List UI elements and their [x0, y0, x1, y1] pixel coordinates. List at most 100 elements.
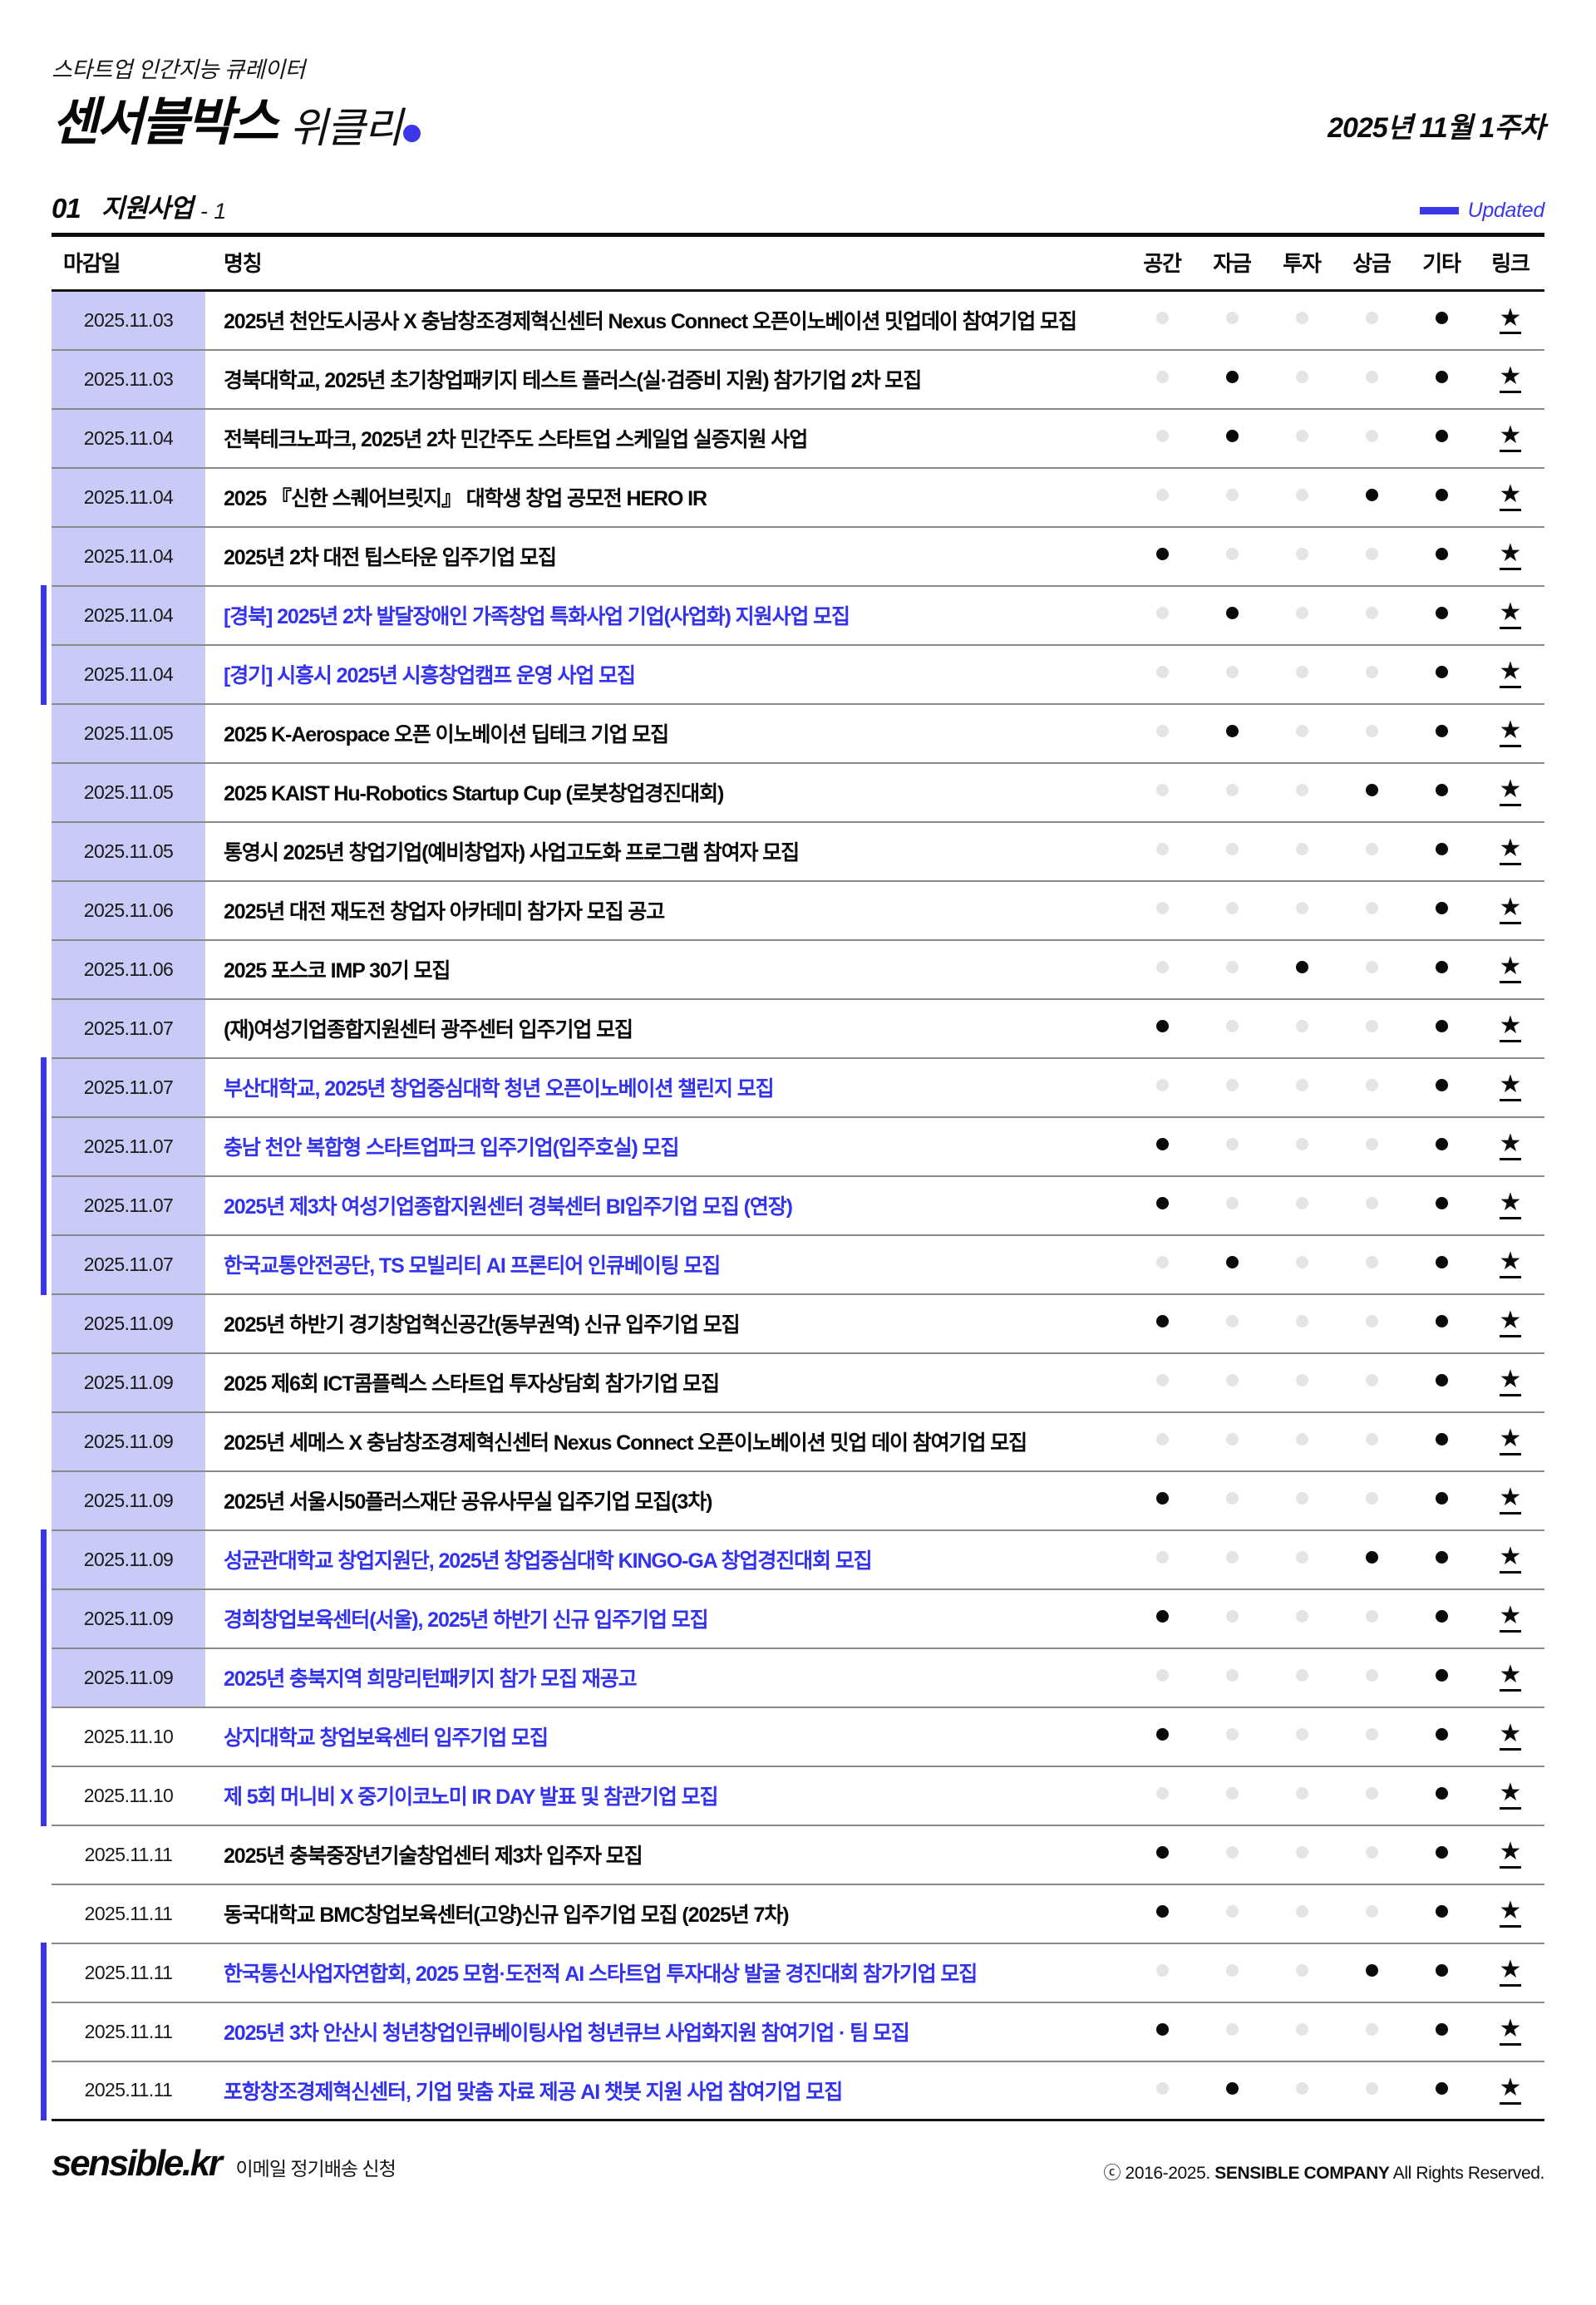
row-title[interactable]: 성균관대학교 창업지원단, 2025년 창업중심대학 KINGO-GA 창업경진…: [224, 1549, 873, 1573]
row-title[interactable]: 통영시 2025년 창업기업(예비창업자) 사업고도화 프로그램 참여자 모집: [224, 841, 800, 864]
row-title[interactable]: 경희창업보육센터(서울), 2025년 하반기 신규 입주기업 모집: [224, 1608, 709, 1632]
star-icon[interactable]: ★: [1499, 600, 1522, 629]
row-link[interactable]: ★: [1476, 1176, 1544, 1235]
row-title[interactable]: 동국대학교 BMC창업보육센터(고양)신규 입주기업 모집 (2025년 7차): [224, 1904, 790, 1927]
row-link[interactable]: ★: [1476, 1471, 1544, 1530]
row-link[interactable]: ★: [1476, 1825, 1544, 1884]
row-title[interactable]: 2025년 3차 안산시 청년창업인큐베이팅사업 청년큐브 사업화지원 참여기업…: [224, 2022, 910, 2045]
star-icon[interactable]: ★: [1499, 1780, 1522, 1810]
row-title[interactable]: 2025년 세메스 X 충남창조경제혁신센터 Nexus Connect 오픈이…: [224, 1431, 1027, 1455]
star-icon[interactable]: ★: [1499, 718, 1522, 747]
star-icon[interactable]: ★: [1499, 2017, 1522, 2046]
row-link[interactable]: ★: [1476, 1412, 1544, 1471]
row-link[interactable]: ★: [1476, 881, 1544, 940]
row-link[interactable]: ★: [1476, 409, 1544, 468]
star-icon[interactable]: ★: [1499, 541, 1522, 570]
row-link[interactable]: ★: [1476, 704, 1544, 763]
star-icon[interactable]: ★: [1499, 1899, 1522, 1928]
row-link[interactable]: ★: [1476, 1294, 1544, 1353]
star-icon[interactable]: ★: [1499, 482, 1522, 511]
row-title[interactable]: 2025년 하반기 경기창업혁신공간(동부권역) 신규 입주기업 모집: [224, 1313, 741, 1337]
row-title[interactable]: 2025년 2차 대전 팁스타운 입주기업 모집: [224, 546, 557, 569]
star-icon[interactable]: ★: [1499, 1544, 1522, 1574]
row-title[interactable]: 2025년 충북지역 희망리턴패키지 참가 모집 재공고: [224, 1667, 638, 1691]
row-title[interactable]: 상지대학교 창업보육센터 입주기업 모집: [224, 1726, 549, 1750]
star-icon[interactable]: ★: [1499, 1603, 1522, 1633]
row-title[interactable]: 충남 천안 복합형 스타트업파크 입주기업(입주호실) 모집: [224, 1136, 679, 1160]
table-row: 2025.11.04 2025년 2차 대전 팁스타운 입주기업 모집 ★: [52, 526, 1544, 586]
row-link[interactable]: ★: [1476, 999, 1544, 1058]
star-icon[interactable]: ★: [1499, 777, 1522, 806]
row-link[interactable]: ★: [1476, 350, 1544, 409]
row-link[interactable]: ★: [1476, 1943, 1544, 2002]
row-link[interactable]: ★: [1476, 1884, 1544, 1943]
row-link[interactable]: ★: [1476, 527, 1544, 586]
star-icon[interactable]: ★: [1499, 954, 1522, 983]
star-icon[interactable]: ★: [1499, 1131, 1522, 1160]
star-icon[interactable]: ★: [1499, 1958, 1522, 1987]
row-link[interactable]: ★: [1476, 2002, 1544, 2061]
row-link[interactable]: ★: [1476, 2061, 1544, 2120]
star-icon[interactable]: ★: [1499, 305, 1522, 334]
star-icon[interactable]: ★: [1499, 1367, 1522, 1396]
row-link[interactable]: ★: [1476, 645, 1544, 704]
row-link[interactable]: ★: [1476, 763, 1544, 822]
star-icon[interactable]: ★: [1499, 423, 1522, 452]
row-deadline: 2025.11.05: [52, 703, 205, 763]
row-link[interactable]: ★: [1476, 1530, 1544, 1589]
star-icon[interactable]: ★: [1499, 1190, 1522, 1219]
row-title[interactable]: 부산대학교, 2025년 창업중심대학 청년 오픈이노베이션 챌린지 모집: [224, 1077, 775, 1101]
star-icon[interactable]: ★: [1499, 1013, 1522, 1042]
row-title[interactable]: 전북테크노파크, 2025년 2차 민간주도 스타트업 스케일업 실증지원 사업: [224, 428, 808, 451]
dot-empty-icon: [1365, 548, 1378, 560]
row-link[interactable]: ★: [1476, 1766, 1544, 1825]
row-title[interactable]: 2025 『신한 스퀘어브릿지』 대학생 창업 공모전 HERO IR: [224, 487, 707, 510]
star-icon[interactable]: ★: [1499, 1840, 1522, 1869]
star-icon[interactable]: ★: [1499, 1308, 1522, 1337]
row-title[interactable]: 2025 K-Aerospace 오픈 이노베이션 딥테크 기업 모집: [224, 723, 669, 746]
row-title[interactable]: [경기] 시흥시 2025년 시흥창업캠프 운영 사업 모집: [224, 664, 636, 687]
row-title[interactable]: 2025년 천안도시공사 X 충남창조경제혁신센터 Nexus Connect …: [224, 310, 1077, 334]
row-link[interactable]: ★: [1476, 1235, 1544, 1294]
table-row: 2025.11.10 제 5회 머니비 X 중기이코노미 IR DAY 발표 및 …: [41, 1764, 1544, 1825]
row-link[interactable]: ★: [1476, 1707, 1544, 1766]
row-title[interactable]: 2025 포스코 IMP 30기 모집: [224, 959, 451, 983]
row-link[interactable]: ★: [1476, 586, 1544, 645]
row-title[interactable]: [경북] 2025년 2차 발달장애인 가족창업 특화사업 기업(사업화) 지원…: [224, 605, 850, 628]
row-link[interactable]: ★: [1476, 468, 1544, 527]
star-icon[interactable]: ★: [1499, 1662, 1522, 1692]
row-title[interactable]: 2025년 충북중장년기술창업센터 제3차 입주자 모집: [224, 1844, 643, 1868]
row-link[interactable]: ★: [1476, 940, 1544, 999]
row-link[interactable]: ★: [1476, 822, 1544, 881]
row-link[interactable]: ★: [1476, 1058, 1544, 1117]
star-icon[interactable]: ★: [1499, 659, 1522, 688]
row-title[interactable]: 제 5회 머니비 X 중기이코노미 IR DAY 발표 및 참관기업 모집: [224, 1785, 718, 1809]
row-title[interactable]: 2025년 제3차 여성기업종합지원센터 경북센터 BI입주기업 모집 (연장): [224, 1195, 793, 1219]
star-icon[interactable]: ★: [1499, 1249, 1522, 1278]
row-link[interactable]: ★: [1476, 291, 1544, 350]
row-link[interactable]: ★: [1476, 1353, 1544, 1412]
row-title[interactable]: 2025년 대전 재도전 창업자 아카데미 참가자 모집 공고: [224, 900, 665, 923]
row-title[interactable]: 한국교통안전공단, TS 모빌리티 AI 프론티어 인큐베이팅 모집: [224, 1254, 721, 1278]
row-title[interactable]: 2025년 서울시50플러스재단 공유사무실 입주기업 모집(3차): [224, 1490, 712, 1514]
row-title[interactable]: 2025 KAIST Hu-Robotics Startup Cup (로봇창업…: [224, 782, 724, 805]
star-icon[interactable]: ★: [1499, 836, 1522, 865]
star-icon[interactable]: ★: [1499, 1072, 1522, 1101]
star-icon[interactable]: ★: [1499, 1485, 1522, 1515]
row-link[interactable]: ★: [1476, 1117, 1544, 1176]
subscribe-cta[interactable]: 이메일 정기배송 신청: [235, 2158, 397, 2179]
row-title[interactable]: 한국통신사업자연합회, 2025 모험·도전적 AI 스타트업 투자대상 발굴 …: [224, 1963, 978, 1986]
star-icon[interactable]: ★: [1499, 895, 1522, 924]
star-icon[interactable]: ★: [1499, 364, 1522, 393]
row-title[interactable]: 2025 제6회 ICT콤플렉스 스타트업 투자상담회 참가기업 모집: [224, 1372, 720, 1396]
row-title[interactable]: 경북대학교, 2025년 초기창업패키지 테스트 플러스(실·검증비 지원) 참…: [224, 369, 922, 392]
star-icon[interactable]: ★: [1499, 1426, 1522, 1455]
row-title[interactable]: 포항창조경제혁신센터, 기업 맞춤 자료 제공 AI 챗봇 지원 사업 참여기업…: [224, 2080, 843, 2104]
star-icon[interactable]: ★: [1499, 2076, 1522, 2105]
row-title[interactable]: (재)여성기업종합지원센터 광주센터 입주기업 모집: [224, 1018, 633, 1042]
footer-logo[interactable]: sensible.kr: [52, 2143, 223, 2184]
row-link[interactable]: ★: [1476, 1589, 1544, 1648]
row-link[interactable]: ★: [1476, 1648, 1544, 1707]
dot-empty-icon: [1295, 1433, 1308, 1446]
star-icon[interactable]: ★: [1499, 1721, 1522, 1751]
